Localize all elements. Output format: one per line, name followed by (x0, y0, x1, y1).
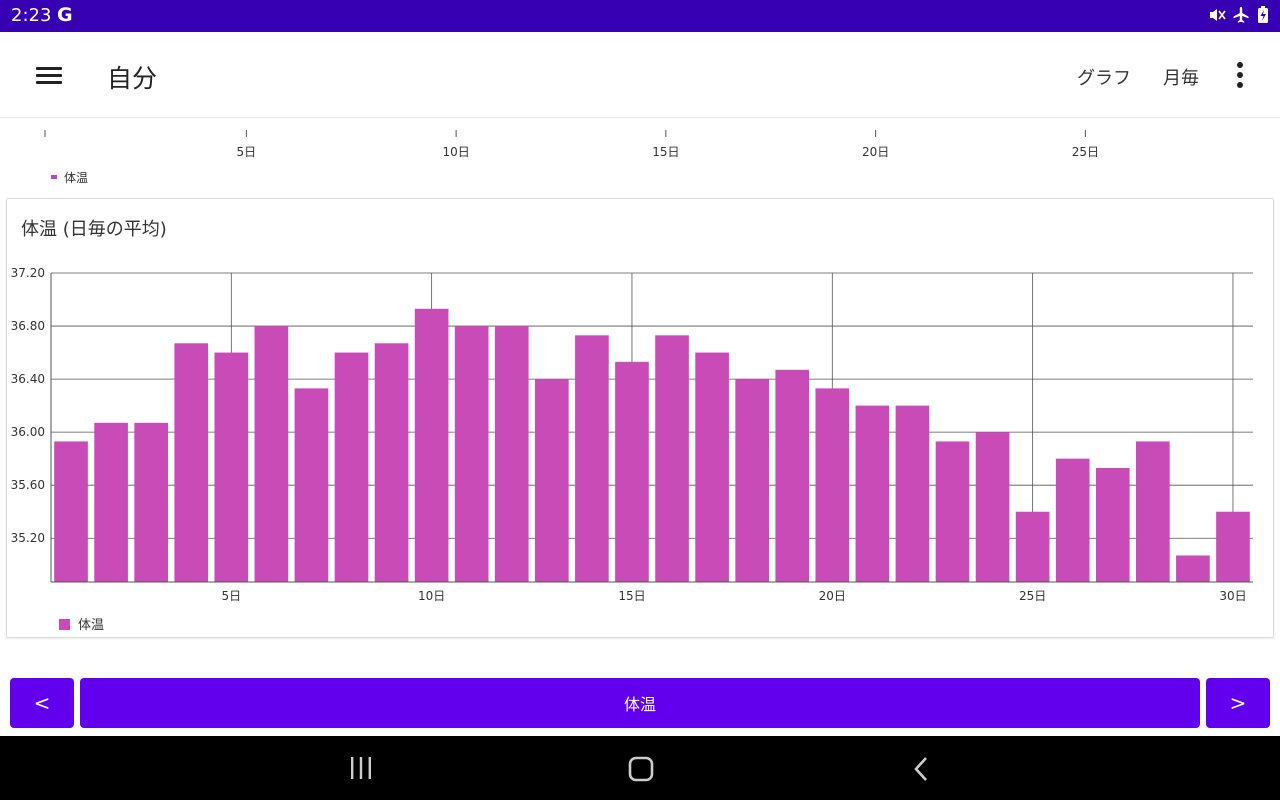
legend-label: 体温 (78, 618, 104, 633)
x-tick-label: 10日 (442, 145, 469, 159)
status-time: 2:23 (11, 5, 52, 26)
bar (975, 432, 1010, 582)
app-bar: 自分 グラフ 月毎 (0, 32, 1280, 118)
google-icon: G (57, 4, 73, 26)
bar-chart: 35.20 35.60 36.00 36.40 36.80 37.20 5日 10日 15日 20… (11, 266, 1253, 633)
x-tick-label: 20日 (862, 145, 889, 159)
legend-swatch (51, 175, 57, 179)
chart-card: 体温 (日毎の平均) 35.20 35.60 36.00 36.40 36.80 37.2… (6, 198, 1274, 638)
back-icon[interactable] (910, 756, 932, 782)
x-tick-label: 25日 (1072, 145, 1099, 159)
airplane-mode-icon (1233, 7, 1249, 23)
bar (615, 361, 649, 582)
bar (855, 405, 890, 582)
graph-button[interactable]: グラフ (1077, 68, 1131, 89)
bar (1095, 467, 1130, 582)
battery-charging-icon (1258, 6, 1268, 23)
bar (895, 405, 930, 582)
prev-button[interactable]: < (10, 678, 74, 728)
x-tick-label: 15日 (652, 145, 679, 159)
more-vert-icon[interactable] (1232, 62, 1248, 88)
home-icon[interactable] (628, 756, 654, 782)
bar (214, 352, 249, 582)
bar (174, 343, 209, 582)
bar (1216, 511, 1250, 582)
y-tick-label: 36.00 (11, 425, 45, 439)
bar (735, 379, 769, 582)
monthly-button[interactable]: 月毎 (1163, 68, 1199, 89)
bar (815, 388, 850, 582)
bar (775, 369, 810, 582)
mute-icon (1210, 9, 1226, 21)
bar (695, 352, 729, 582)
legend-label: 体温 (64, 171, 88, 185)
x-tick-label: 10日 (418, 589, 445, 603)
bar (494, 326, 529, 582)
chart-title: 体温 (日毎の平均) (21, 219, 167, 240)
x-tick-label: 25日 (1019, 589, 1046, 603)
bar (655, 335, 689, 582)
bar (254, 326, 289, 582)
hamburger-menu-icon[interactable] (36, 67, 62, 85)
system-navigation-bar (0, 736, 1280, 800)
bar (1015, 511, 1050, 582)
bar (1055, 458, 1090, 582)
page-title: 自分 (107, 64, 158, 93)
x-tick-label: 5日 (237, 145, 257, 159)
bottom-bar: < 体温 > (0, 678, 1280, 728)
bar (414, 308, 449, 582)
y-tick-label: 35.60 (11, 478, 45, 492)
metric-selector-button[interactable]: 体温 (80, 678, 1200, 728)
bar (374, 343, 409, 582)
x-tick-label: 30日 (1219, 589, 1246, 603)
x-tick-label: 15日 (618, 589, 645, 603)
legend-swatch (59, 619, 70, 630)
bar (94, 422, 128, 582)
y-tick-label: 36.40 (11, 372, 45, 386)
bar (935, 441, 970, 582)
status-icons (1208, 6, 1270, 24)
bar (134, 422, 168, 582)
next-button[interactable]: > (1206, 678, 1270, 728)
y-tick-label: 37.20 (11, 266, 45, 280)
bar (294, 388, 329, 582)
bar (575, 335, 609, 582)
y-tick-label: 36.80 (11, 319, 45, 333)
x-tick-label: 20日 (819, 589, 846, 603)
bar (334, 352, 369, 582)
y-tick-label: 35.20 (11, 531, 45, 545)
bar (535, 379, 569, 582)
bar (1176, 555, 1210, 582)
bar (454, 326, 489, 582)
status-bar: 2:23 G (0, 0, 1280, 32)
x-tick-label: 5日 (221, 589, 241, 603)
bar (54, 441, 88, 582)
recents-icon[interactable] (348, 756, 374, 780)
bar (1136, 441, 1170, 582)
